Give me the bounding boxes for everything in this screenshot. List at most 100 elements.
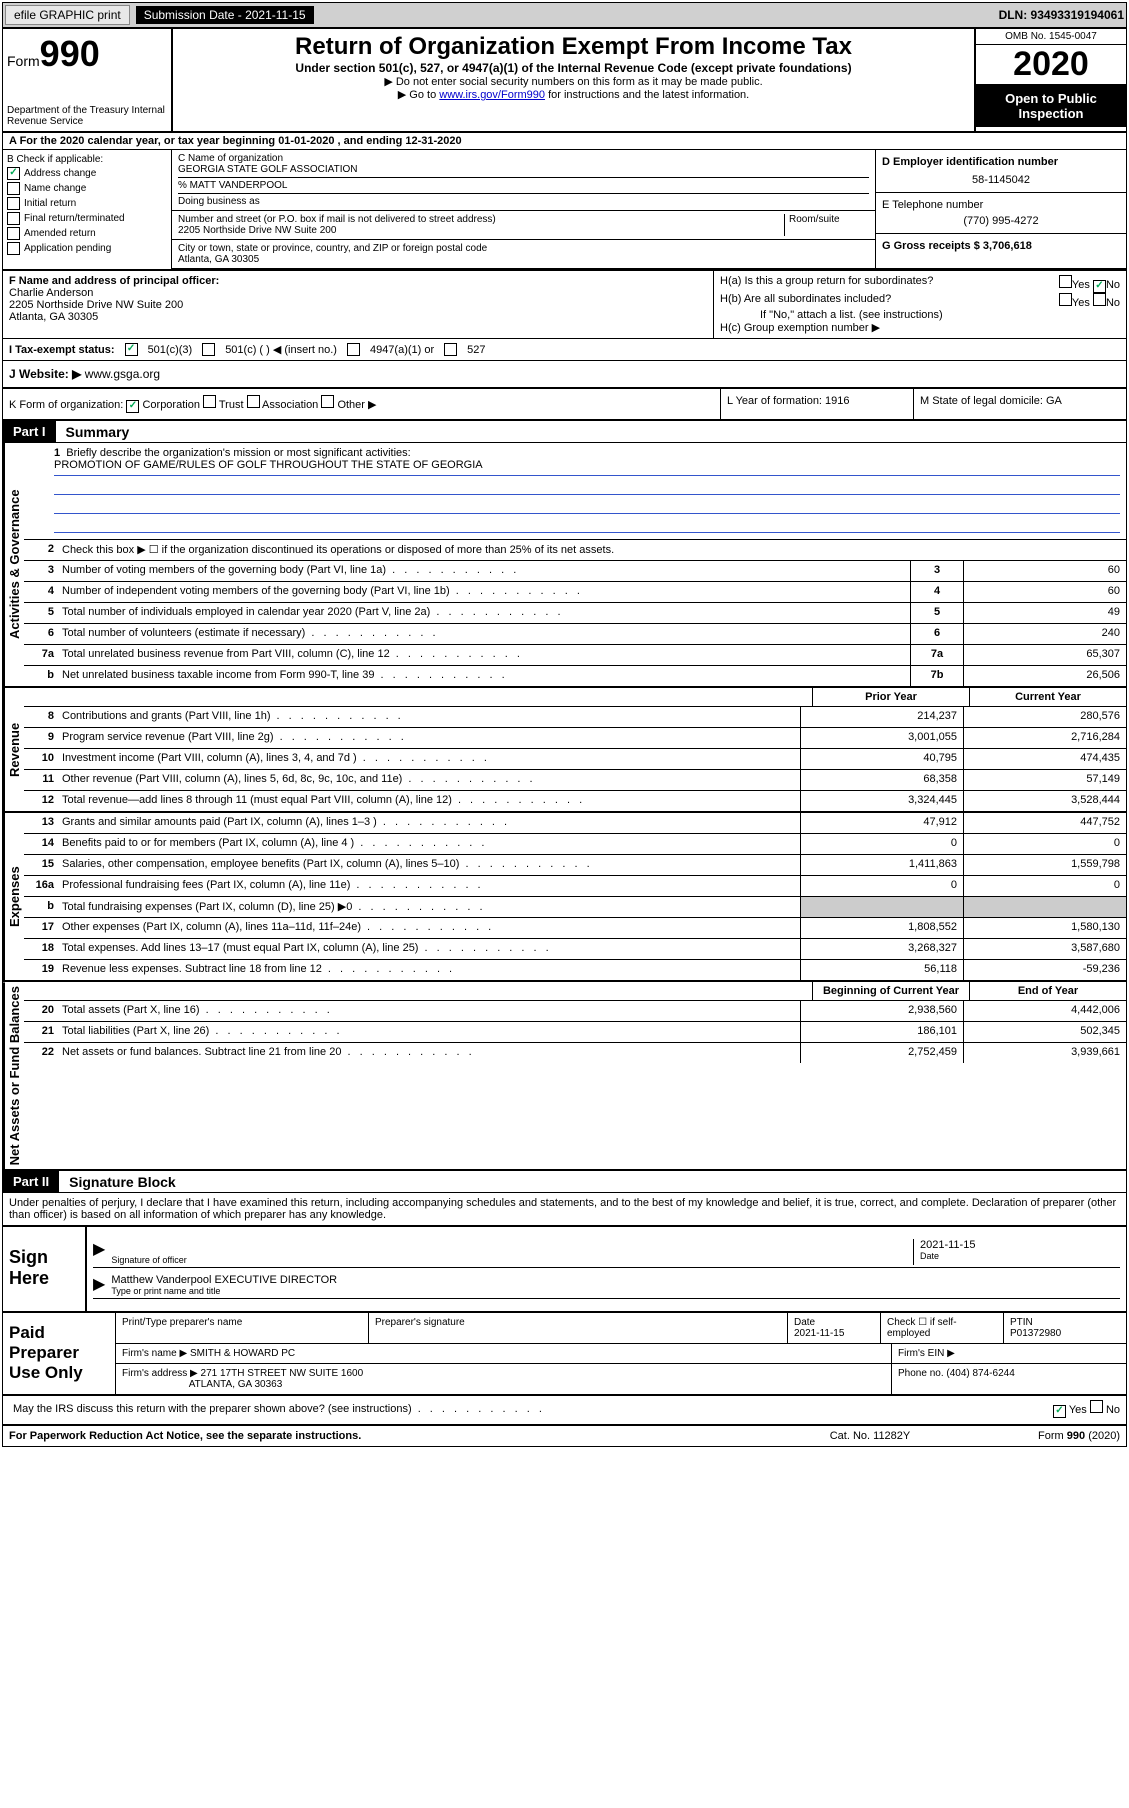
part1-title: Summary [56, 424, 130, 440]
hb-yes[interactable] [1059, 293, 1072, 306]
lbl-initial: Initial return [24, 198, 76, 209]
table-row: 15Salaries, other compensation, employee… [24, 855, 1126, 876]
addr-label: Number and street (or P.O. box if mail i… [178, 214, 784, 225]
irs-link[interactable]: www.irs.gov/Form990 [439, 89, 545, 101]
hdr-bcy: Beginning of Current Year [812, 982, 969, 1000]
tax-year: 2020 [976, 45, 1126, 85]
table-row: 3Number of voting members of the governi… [24, 561, 1126, 582]
website-url: www.gsga.org [85, 367, 160, 381]
chk-501c3[interactable] [125, 343, 138, 356]
officer-name: Charlie Anderson [9, 287, 707, 299]
table-row: 14Benefits paid to or for members (Part … [24, 834, 1126, 855]
col-cd: C Name of organization GEORGIA STATE GOL… [172, 150, 1126, 269]
table-row: 10Investment income (Part VIII, column (… [24, 749, 1126, 770]
table-row: 16aProfessional fundraising fees (Part I… [24, 876, 1126, 897]
side-expenses: Expenses [3, 813, 24, 980]
box-c: C Name of organization GEORGIA STATE GOL… [172, 150, 876, 268]
sig-officer-field[interactable] [111, 1239, 913, 1255]
pt-check: Check ☐ if self-employed [881, 1313, 1004, 1343]
box-b-label: B Check if applicable: [7, 154, 167, 165]
i-label: I Tax-exempt status: [9, 344, 115, 356]
paid-preparer: Paid Preparer Use Only Print/Type prepar… [3, 1313, 1126, 1396]
net-hdr-spacer [24, 982, 812, 1000]
ein-label: D Employer identification number [882, 156, 1120, 168]
ha-yes[interactable] [1059, 275, 1072, 288]
omb-number: OMB No. 1545-0047 [976, 29, 1126, 45]
side-governance: Activities & Governance [3, 443, 24, 686]
form-number: 990 [40, 33, 100, 74]
expenses-block: Expenses 13Grants and similar amounts pa… [3, 813, 1126, 982]
table-row: 8Contributions and grants (Part VIII, li… [24, 707, 1126, 728]
name-label: Type or print name and title [111, 1286, 1120, 1296]
hc-text: H(c) Group exemption number ▶ [720, 321, 1120, 334]
ein: 58-1145042 [882, 174, 1120, 186]
note2-pre: ▶ Go to [398, 89, 439, 101]
ha-no-lbl: No [1106, 279, 1120, 291]
side-netassets: Net Assets or Fund Balances [3, 982, 24, 1169]
lbl-527: 527 [467, 344, 485, 356]
row-a-calendar: A For the 2020 calendar year, or tax yea… [3, 133, 1126, 150]
phone: (770) 995-4272 [882, 215, 1120, 227]
lbl-amended: Amended return [24, 228, 96, 239]
chk-other[interactable] [321, 395, 334, 408]
lbl-trust: Trust [219, 399, 244, 411]
section-fh: F Name and address of principal officer:… [3, 271, 1126, 339]
chk-final[interactable] [7, 212, 20, 225]
open-inspection: Open to Public Inspection [976, 85, 1126, 127]
chk-address[interactable] [7, 167, 20, 180]
lbl-assoc: Association [262, 399, 318, 411]
table-row: 12Total revenue—add lines 8 through 11 (… [24, 791, 1126, 811]
form-subtitle: Under section 501(c), 527, or 4947(a)(1)… [177, 61, 970, 75]
firm-addr-lbl: Firm's address ▶ [122, 1368, 198, 1379]
firm-addr2: ATLANTA, GA 30363 [189, 1379, 283, 1390]
dept-treasury: Department of the Treasury Internal Reve… [7, 105, 167, 127]
chk-trust[interactable] [203, 395, 216, 408]
chk-4947[interactable] [347, 343, 360, 356]
chk-app[interactable] [7, 242, 20, 255]
arrow-icon-2: ▶ [93, 1274, 105, 1296]
table-row: 13Grants and similar amounts paid (Part … [24, 813, 1126, 834]
mission-blank-3 [54, 516, 1120, 533]
table-row: 6Total number of volunteers (estimate if… [24, 624, 1126, 645]
klm-row: K Form of organization: Corporation Trus… [3, 389, 1126, 421]
lbl-4947: 4947(a)(1) or [370, 344, 434, 356]
chk-name[interactable] [7, 182, 20, 195]
dba-label: Doing business as [178, 193, 869, 207]
chk-501c[interactable] [202, 343, 215, 356]
firm-addr1: 271 17TH STREET NW SUITE 1600 [201, 1368, 364, 1379]
discuss-no-lbl: No [1106, 1404, 1120, 1416]
table-row: 11Other revenue (Part VIII, column (A), … [24, 770, 1126, 791]
lbl-address: Address change [24, 168, 96, 179]
officer-street: 2205 Northside Drive NW Suite 200 [9, 299, 707, 311]
firm-phone: Phone no. (404) 874-6244 [892, 1364, 1126, 1394]
part2-title: Signature Block [59, 1174, 176, 1190]
discuss-yes[interactable] [1053, 1405, 1066, 1418]
chk-initial[interactable] [7, 197, 20, 210]
mission-text: PROMOTION OF GAME/RULES OF GOLF THROUGHO… [54, 459, 1120, 476]
form-word: Form [7, 53, 40, 69]
ptin: P01372980 [1010, 1328, 1061, 1339]
table-row: 22Net assets or fund balances. Subtract … [24, 1043, 1126, 1063]
hb-no[interactable] [1093, 293, 1106, 306]
arrow-icon: ▶ [93, 1239, 105, 1265]
footer-left: For Paperwork Reduction Act Notice, see … [9, 1430, 770, 1442]
chk-527[interactable] [444, 343, 457, 356]
ha-no[interactable] [1093, 280, 1106, 293]
form-note2: ▶ Go to www.irs.gov/Form990 for instruct… [177, 88, 970, 101]
efile-print-button[interactable]: efile GRAPHIC print [5, 5, 130, 25]
footer: For Paperwork Reduction Act Notice, see … [3, 1426, 1126, 1446]
f-label: F Name and address of principal officer: [9, 275, 707, 287]
netassets-block: Net Assets or Fund Balances Beginning of… [3, 982, 1126, 1171]
chk-amended[interactable] [7, 227, 20, 240]
table-row: 4Number of independent voting members of… [24, 582, 1126, 603]
firm-ein: Firm's EIN ▶ [892, 1344, 1126, 1363]
form-title: Return of Organization Exempt From Incom… [177, 33, 970, 61]
discuss-no[interactable] [1090, 1400, 1103, 1413]
line-1: 1 Briefly describe the organization's mi… [24, 443, 1126, 539]
l1-text: Briefly describe the organization's miss… [66, 447, 410, 459]
room-suite: Room/suite [784, 214, 869, 236]
chk-assoc[interactable] [247, 395, 260, 408]
form-page: efile GRAPHIC print Submission Date - 20… [2, 2, 1127, 1447]
box-b: B Check if applicable: Address change Na… [3, 150, 172, 269]
chk-corp[interactable] [126, 400, 139, 413]
